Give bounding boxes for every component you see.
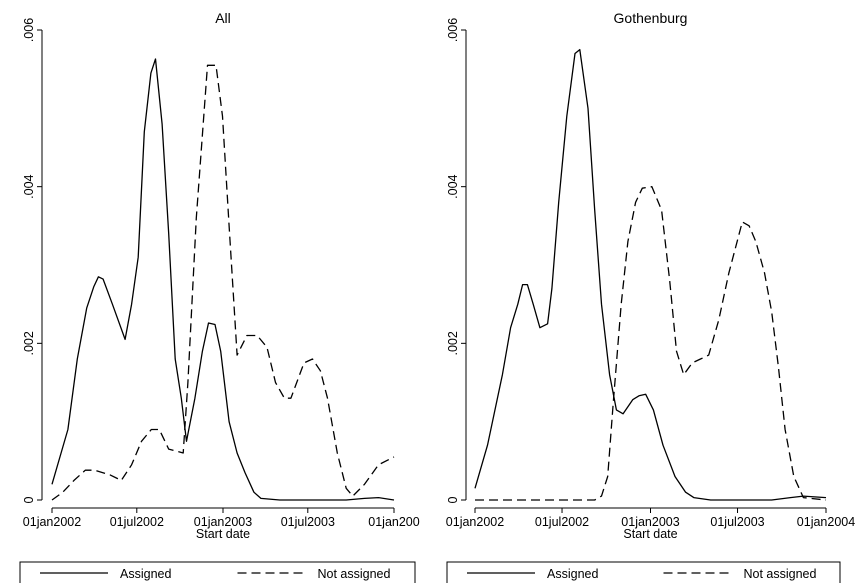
x-tick-label: 01jan200 [368, 515, 419, 529]
series-line-not-assigned [475, 186, 827, 501]
panel-all: All 0 .002 .004 .006 01jan2002 01jul2002 01jan2… [19, 10, 420, 583]
legend-box [446, 561, 841, 583]
x-tick-label: 01jan2002 [446, 515, 504, 529]
legend-label: Not assigned [318, 567, 391, 581]
legend-label: Assigned [120, 567, 171, 581]
legend-label: Assigned [547, 567, 598, 581]
x-tick-label: 01jan2003 [194, 515, 252, 529]
x-tick-label: 01jan2004 [797, 515, 855, 529]
series-line-assigned [474, 48, 827, 501]
legend-label: Not assigned [744, 567, 817, 581]
y-tick-label: .006 [22, 18, 36, 42]
x-tick-label: 01jul2002 [535, 515, 589, 529]
y-tick-label: .004 [22, 174, 36, 198]
series-line-assigned [51, 58, 395, 501]
y-tick-label: 0 [446, 496, 460, 503]
x-tick-label: 01jul2002 [110, 515, 164, 529]
x-tick-label: 01jan2003 [621, 515, 679, 529]
x-tick-label: 01jan2002 [23, 515, 81, 529]
y-tick-label: .002 [22, 331, 36, 355]
chart-title: All [215, 10, 231, 26]
x-axis-label: Start date [196, 527, 250, 541]
y-tick-label: 0 [22, 496, 36, 503]
y-tick-label: .002 [446, 331, 460, 355]
x-axis-label: Start date [623, 527, 677, 541]
panel-gothenburg: Gothenburg 0 .002 .004 .006 01jan2002 01jul200… [446, 10, 855, 583]
chart-title: Gothenburg [614, 10, 688, 26]
legend-box [19, 561, 416, 583]
y-tick-label: .004 [446, 174, 460, 198]
x-tick-label: 01jul2003 [281, 515, 335, 529]
y-tick-label: .006 [446, 18, 460, 42]
series-line-not-assigned [51, 64, 395, 501]
x-tick-label: 01jul2003 [710, 515, 764, 529]
